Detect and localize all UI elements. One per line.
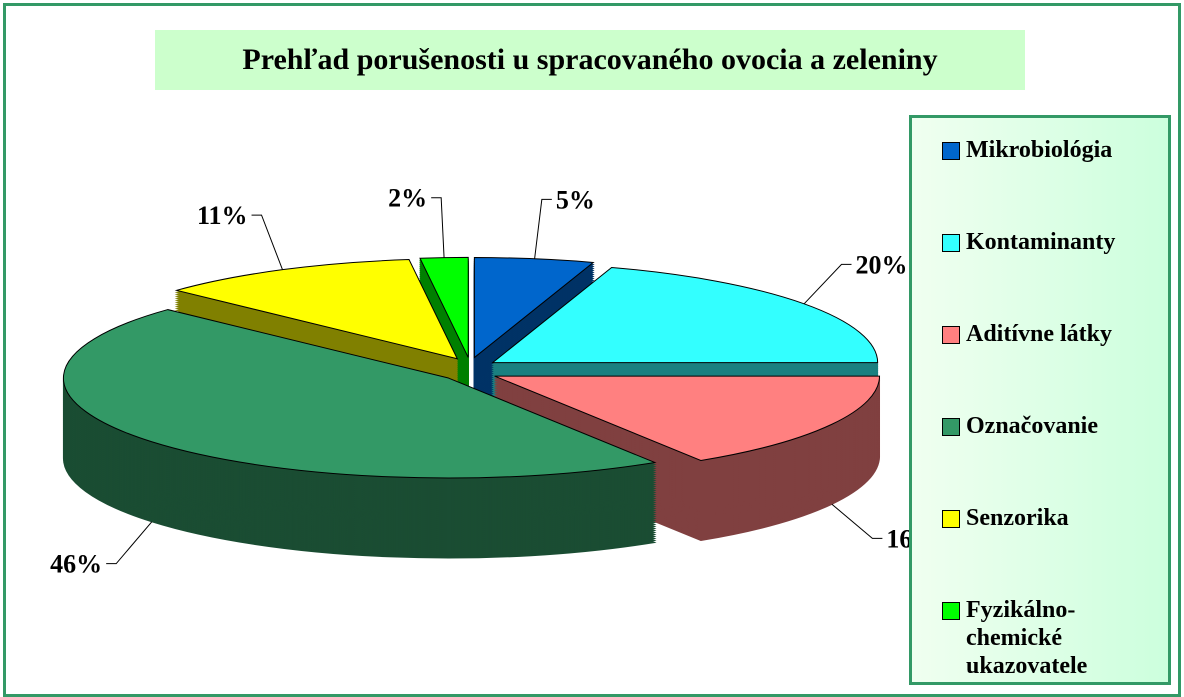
legend-label: Označovanie (966, 413, 1098, 439)
leader-line (831, 503, 883, 539)
data-label: 20% (856, 250, 908, 279)
data-label: 11% (197, 201, 248, 230)
data-label: 46% (50, 550, 102, 579)
legend-swatch (942, 418, 960, 436)
legend-label: Aditívne látky (966, 321, 1113, 347)
legend-label: Senzorika (966, 505, 1069, 531)
legend-label: Kontaminanty (966, 229, 1116, 255)
legend-item: Mikrobiológia (942, 136, 1168, 228)
frame (3, 3, 1181, 697)
chart-title: Prehľad porušenosti u spracovaného ovoci… (155, 30, 1025, 90)
legend-item: Aditívne látky (942, 320, 1168, 412)
leader-line (106, 521, 153, 565)
legend-swatch (942, 510, 960, 528)
data-label: 5% (556, 185, 595, 214)
legend-item: Fyzikálno-chemické ukazovatele (942, 596, 1168, 688)
legend-item: Senzorika (942, 504, 1168, 596)
slice (174, 259, 459, 360)
legend-label: Mikrobiológia (966, 137, 1113, 163)
legend-swatch (942, 326, 960, 344)
legend-swatch (942, 234, 960, 252)
legend-item: Označovanie (942, 412, 1168, 504)
data-label: 2% (388, 184, 427, 213)
legend-label: Fyzikálno-chemické ukazovatele (966, 597, 1088, 679)
slice (62, 309, 657, 479)
legend-item: Kontaminanty (942, 228, 1168, 320)
slice (494, 375, 881, 462)
leader-line (803, 263, 852, 305)
legend-swatch (942, 142, 960, 160)
leader-line (534, 198, 552, 259)
leader-line (431, 197, 445, 258)
leader-line (251, 214, 283, 270)
legend: Mikrobiológia Kontaminanty Aditívne látky O… (909, 115, 1171, 685)
legend-swatch (942, 602, 960, 620)
